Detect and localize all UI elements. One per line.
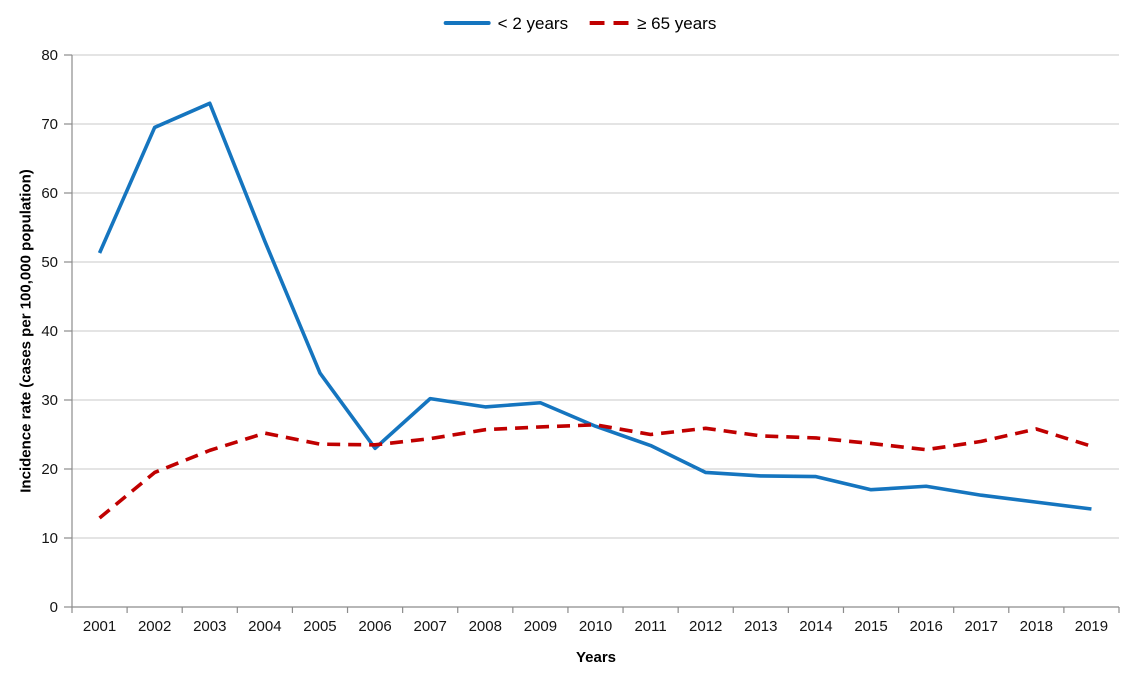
legend-label-under-2-years: < 2 years (497, 13, 569, 33)
x-tick-label-2016: 2016 (909, 618, 942, 635)
y-tick-label-70: 70 (41, 116, 58, 133)
y-tick-label-10: 10 (41, 530, 58, 547)
x-tick-label-2011: 2011 (634, 618, 666, 635)
legend-item-65-plus-years: ≥ 65 years (590, 15, 716, 32)
x-tick-label-2001: 2001 (83, 618, 116, 635)
x-tick-label-2018: 2018 (1020, 618, 1053, 635)
legend: < 2 years ≥ 65 years (443, 10, 716, 36)
x-tick-label-2006: 2006 (358, 618, 391, 635)
x-tick-label-2007: 2007 (413, 618, 446, 635)
y-tick-label-0: 0 (50, 599, 58, 616)
legend-dashed-line-icon (590, 21, 631, 25)
x-tick-label-2013: 2013 (744, 618, 777, 635)
legend-label-65-plus-years: ≥ 65 years (637, 13, 717, 33)
y-tick-label-60: 60 (41, 185, 58, 202)
x-tick-label-2003: 2003 (193, 618, 226, 635)
x-tick-label-2010: 2010 (579, 618, 612, 635)
x-tick-label-2012: 2012 (689, 618, 722, 635)
legend-solid-line-icon (443, 21, 491, 25)
y-tick-label-30: 30 (41, 392, 58, 409)
x-tick-label-2009: 2009 (524, 618, 557, 635)
y-tick-label-80: 80 (41, 47, 58, 64)
x-tick-label-2008: 2008 (469, 618, 502, 635)
x-tick-label-2004: 2004 (248, 618, 281, 635)
x-axis-title: Years (575, 649, 617, 666)
y-tick-label-50: 50 (41, 254, 58, 271)
y-tick-label-20: 20 (41, 461, 58, 478)
x-tick-label-2014: 2014 (799, 618, 832, 635)
y-tick-label-40: 40 (41, 323, 58, 340)
series-line-under-2-years (97, 101, 1092, 511)
series-line-65-plus-years (98, 423, 1092, 520)
legend-item-under-2-years: < 2 years (443, 13, 569, 33)
x-tick-label-2017: 2017 (965, 618, 998, 635)
x-tick-label-2005: 2005 (303, 618, 336, 635)
x-tick-label-2002: 2002 (138, 618, 171, 635)
x-tick-label-2015: 2015 (854, 618, 887, 635)
x-tick-label-2019: 2019 (1075, 618, 1108, 635)
